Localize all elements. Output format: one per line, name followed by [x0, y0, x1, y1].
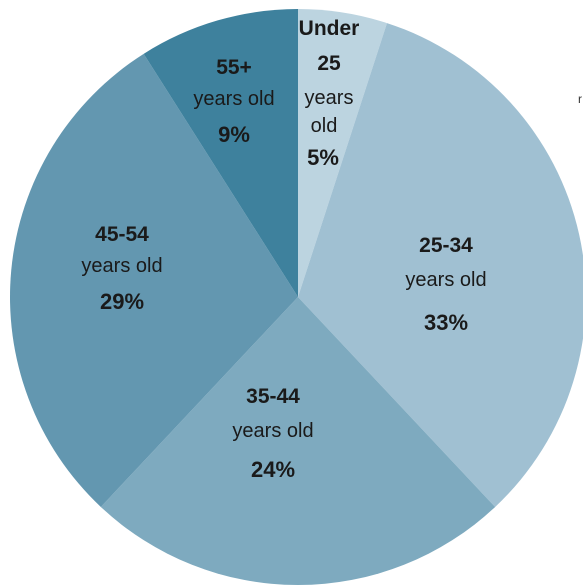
- pie-slice-55-plus: [143, 9, 298, 297]
- slice-label-55-plus-line1: 55+: [216, 56, 252, 79]
- slice-label-under-25-line1: Under: [299, 17, 360, 40]
- slice-label-25-34-line1: 25-34: [419, 234, 473, 257]
- slice-value-55-plus: 9%: [218, 122, 250, 147]
- slice-value-35-44: 24%: [251, 457, 295, 482]
- pie-slice-under-25: [298, 9, 387, 297]
- slice-label-35-44-line2: years old: [232, 420, 313, 442]
- slice-label-under-25-line3: years: [305, 87, 354, 109]
- slice-label-45-54-line2: years old: [81, 255, 162, 277]
- slice-label-45-54-line1: 45-54: [95, 223, 149, 246]
- pie-slice-35-44: [100, 297, 496, 585]
- slice-label-25-34-line2: years old: [405, 269, 486, 291]
- clipped-text-fragment: r: [578, 93, 582, 105]
- pie-slice-45-54: [9, 53, 298, 507]
- slice-label-under-25-line2: 25: [317, 52, 341, 75]
- slice-value-25-34: 33%: [424, 310, 468, 335]
- slice-label-under-25-line4: old: [311, 115, 338, 137]
- pie-slice-25-34: [298, 23, 583, 507]
- slice-value-under-25: 5%: [307, 145, 339, 170]
- slice-label-35-44-line1: 35-44: [246, 385, 300, 408]
- pie-slices: [9, 9, 583, 585]
- pie-labels: Under 25 years old 5% 25-34 years old 33…: [81, 17, 486, 482]
- slice-value-45-54: 29%: [100, 289, 144, 314]
- slice-label-55-plus-line2: years old: [193, 88, 274, 110]
